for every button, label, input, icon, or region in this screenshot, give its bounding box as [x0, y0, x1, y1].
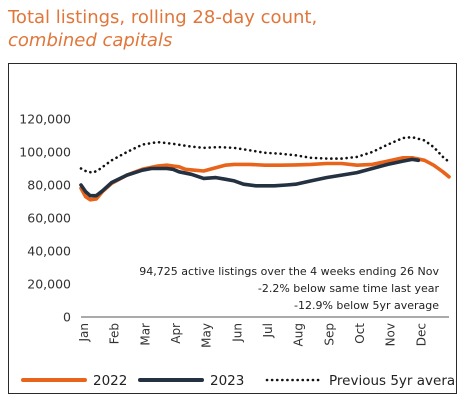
line-chart: 020,00040,00060,00080,000100,000120,000 …: [19, 112, 456, 390]
y-axis-ticks: 0 20,000 40,000 60,000 80,000 100,000 120,000: [19, 112, 71, 325]
x-tick-label: Apr: [169, 323, 183, 344]
legend-label: Previous 5yr average: [329, 373, 456, 389]
chart-subtitle: combined capitals: [8, 30, 173, 51]
annotation-line: -12.9% below 5yr average: [294, 299, 439, 312]
x-tick-label: Jul: [261, 323, 275, 338]
legend-label: 2023: [210, 373, 244, 389]
x-tick-label: Sep: [322, 323, 336, 346]
x-tick-label: Dec: [414, 323, 428, 346]
x-axis-ticks: Jan Feb Mar Apr May Jun Jul Aug Sep Oct Nov Dec: [77, 323, 428, 348]
x-tick-label: Jun: [230, 323, 244, 343]
x-tick-label: Aug: [292, 323, 306, 346]
y-tick-label: 40,000: [27, 244, 71, 259]
y-tick-label: 20,000: [27, 277, 71, 292]
chart-frame: 0 20,000 40,000 60,000 80,000 100,000 120,000 …: [8, 63, 457, 394]
y-tick-label: 80,000: [27, 178, 71, 193]
chart-title-line: Total listings, rolling 28-day count,: [8, 7, 318, 28]
x-tick-label: Feb: [108, 323, 122, 344]
x-tick-label: Nov: [384, 323, 398, 346]
y-tick-label: 100,000: [19, 145, 71, 160]
x-tick-label: Oct: [353, 323, 367, 344]
legend-label: 2022: [93, 373, 127, 389]
chart-title: Total listings, rolling 28-day count, co…: [8, 6, 317, 52]
y-tick-label: 120,000: [19, 112, 71, 127]
annotation-line: 94,725 active listings over the 4 weeks …: [139, 265, 439, 278]
y-tick-label: 60,000: [27, 211, 71, 226]
series-line-previous-5yr-average: [79, 135, 451, 174]
x-tick-label: May: [200, 323, 214, 348]
y-tick-label: 0: [63, 310, 71, 325]
annotation-block: 94,725 active listings over the 4 weeks …: [139, 265, 439, 312]
x-tick-label: Mar: [138, 323, 152, 346]
legend: 2022 2023 Previous 5yr average: [21, 373, 456, 389]
annotation-line: -2.2% below same time last year: [258, 282, 440, 295]
x-tick-label: Jan: [77, 323, 91, 343]
series-layer: [79, 135, 451, 202]
series-line-2023: [79, 157, 421, 198]
